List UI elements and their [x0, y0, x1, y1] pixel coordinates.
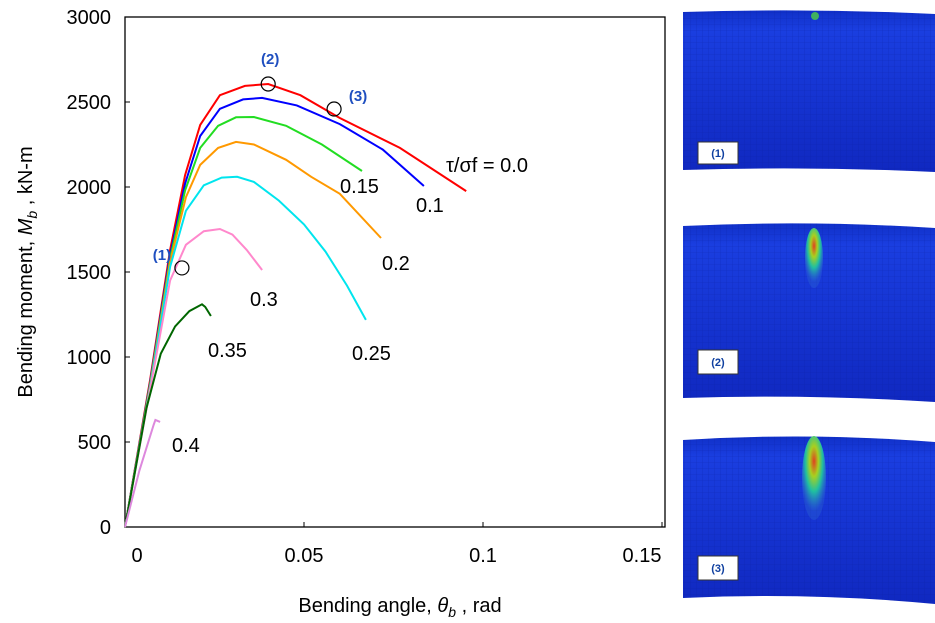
y-tick-label: 1500 [67, 262, 112, 284]
x-axis-label: Bending angle, θb , rad [298, 595, 501, 618]
series-line [125, 304, 211, 527]
panel-label: (3) [711, 563, 725, 575]
fem-panel: (1) [683, 10, 935, 172]
x-tick-label: 0 [131, 545, 142, 567]
series-label: 0.2 [382, 253, 410, 275]
y-tick-label: 500 [78, 432, 111, 454]
y-label-text: Bending moment, [15, 235, 37, 397]
x-label-subscript: b [448, 604, 456, 618]
page: 0 0.05 0.1 0.15 0 500 1000 1500 2000 2500 3000 τ/σf… [0, 0, 935, 618]
series-label: 0.3 [250, 289, 278, 311]
y-axis-label: Bending moment, Mb , kN-m [15, 146, 40, 397]
x-label-unit: , rad [456, 595, 502, 617]
y-tick-label: 2000 [67, 177, 112, 199]
y-tick-label: 3000 [67, 7, 112, 29]
series-line [125, 229, 262, 527]
y-label-unit: , kN-m [15, 146, 37, 210]
x-label-text: Bending angle, [298, 595, 437, 617]
series-label: 0.15 [340, 176, 379, 198]
y-tick-label: 0 [100, 517, 111, 539]
marker-label: (1) [153, 247, 171, 264]
y-label-subscript: b [24, 211, 40, 219]
hotspot [802, 436, 826, 520]
plot-area: 0 0.05 0.1 0.15 0 500 1000 1500 2000 2500 3000 τ/σf… [67, 7, 663, 567]
marker-label: (3) [349, 88, 367, 105]
x-tick-label: 0.05 [285, 545, 324, 567]
series-line [125, 142, 381, 527]
x-label-symbol: θ [437, 595, 448, 617]
y-tick-label: 2500 [67, 92, 112, 114]
y-tick-label: 1000 [67, 347, 112, 369]
panel-label: (1) [711, 148, 725, 160]
series-label: 0.4 [172, 435, 200, 457]
hotspot [811, 12, 819, 20]
hotspot [805, 228, 823, 288]
marker-label: (2) [261, 51, 279, 68]
fem-panel: (2) [683, 223, 935, 402]
series-line [125, 84, 466, 527]
series-label: τ/σf = 0.0 [446, 155, 528, 177]
fem-panel: (3) [683, 436, 935, 604]
x-tick-label: 0.1 [469, 545, 497, 567]
series-line [125, 98, 424, 527]
series-label: 0.1 [416, 195, 444, 217]
series-label: 0.25 [352, 343, 391, 365]
series-label: 0.35 [208, 340, 247, 362]
y-label-symbol: M [15, 218, 37, 235]
state-marker [175, 261, 189, 275]
chart: 0 0.05 0.1 0.15 0 500 1000 1500 2000 2500 3000 τ/σf… [0, 0, 935, 618]
panel-label: (2) [711, 357, 725, 369]
x-tick-label: 0.15 [623, 545, 662, 567]
